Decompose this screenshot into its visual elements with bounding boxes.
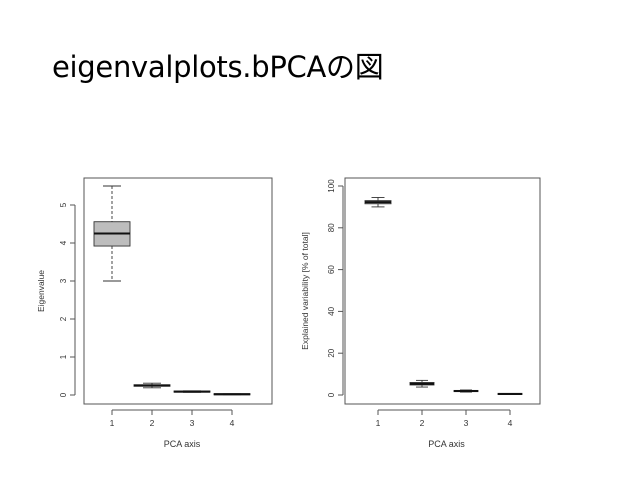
box-3 (453, 389, 479, 393)
x-tick-label: 3 (464, 418, 469, 428)
box-1 (93, 185, 131, 282)
y-tick-label: 2 (59, 316, 68, 321)
box-4 (497, 392, 523, 396)
y-tick-label: 3 (59, 278, 68, 283)
x-tick-label: 1 (376, 418, 381, 428)
x-axis-label: PCA axis (428, 439, 465, 449)
y-tick-label: 20 (327, 348, 336, 357)
x-tick-label: 2 (420, 418, 425, 428)
y-tick-label: 60 (327, 265, 336, 274)
y-axis-label: Eigenvalue (36, 270, 46, 312)
y-tick-label: 4 (59, 240, 68, 245)
x-tick-label: 1 (110, 418, 115, 428)
y-axis-label: Explained variability [% of total] (300, 232, 310, 350)
y-tick-label: 80 (327, 223, 336, 232)
plot-frame (344, 177, 541, 405)
box-1 (364, 197, 392, 208)
y-tick-label: 100 (327, 179, 336, 193)
box-4 (213, 393, 251, 396)
x-tick-label: 3 (190, 418, 195, 428)
y-tick-label: 40 (327, 306, 336, 315)
y-tick-label: 5 (59, 202, 68, 207)
y-tick-label: 0 (59, 392, 68, 397)
box-2 (133, 382, 171, 389)
y-tick-label: 0 (327, 392, 336, 397)
chart-panel-1: 0 1 2 3 4 5 Eigenvalue 1 2 3 4 PCA axis (36, 177, 273, 449)
box-3 (173, 390, 211, 393)
x-tick-label: 4 (508, 418, 513, 428)
x-axis-label: PCA axis (164, 439, 201, 449)
box-2 (409, 379, 435, 388)
slide-title: eigenvalplots.bPCAの図 (52, 50, 384, 84)
y-tick-label: 1 (59, 354, 68, 359)
x-tick-label: 4 (230, 418, 235, 428)
x-tick-label: 2 (150, 418, 155, 428)
plot-frame (83, 177, 273, 405)
chart-panel-2: 0 20 40 60 80 100 Explained variability [% of … (300, 177, 541, 449)
